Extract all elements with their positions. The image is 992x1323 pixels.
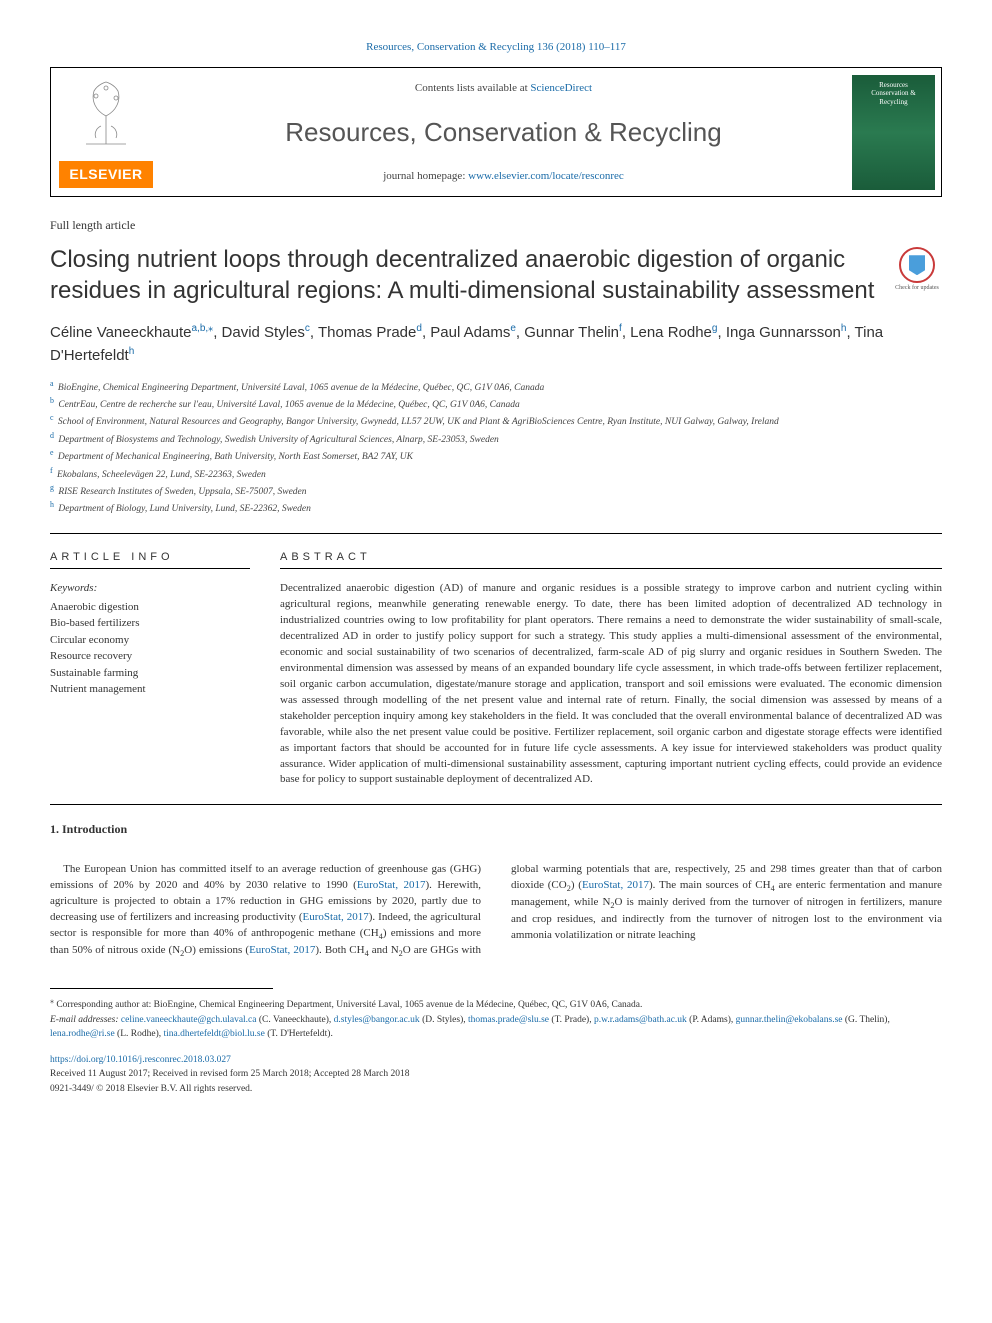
footnotes: ⁎ Corresponding author at: BioEngine, Ch… (50, 995, 942, 1041)
author: Lena Rodheg (630, 324, 717, 341)
check-updates-label: Check for updates (895, 285, 939, 291)
email-label: E-mail addresses: (50, 1015, 121, 1025)
abstract-text: Decentralized anaerobic digestion (AD) o… (280, 581, 942, 788)
affiliation: c School of Environment, Natural Resourc… (50, 412, 942, 429)
email-link[interactable]: tina.dhertefeldt@biol.lu.se (163, 1029, 264, 1039)
affiliation-key: h (50, 500, 54, 509)
introduction-heading: 1. Introduction (50, 821, 942, 838)
email-link[interactable]: d.styles@bangor.ac.uk (334, 1015, 420, 1025)
author: Inga Gunnarssonh (726, 324, 847, 341)
article-history: Received 11 August 2017; Received in rev… (50, 1069, 410, 1079)
affiliation-key: a (50, 379, 54, 388)
author: David Stylesc (222, 324, 310, 341)
affiliation: e Department of Mechanical Engineering, … (50, 447, 942, 464)
homepage-line: journal homepage: www.elsevier.com/locat… (171, 169, 836, 184)
author-affiliation-marker: h (129, 346, 135, 357)
author-affiliation-marker: e (510, 323, 516, 334)
affiliation: a BioEngine, Chemical Engineering Depart… (50, 378, 942, 395)
affiliation-key: c (50, 413, 54, 422)
keyword: Anaerobic digestion (50, 599, 250, 616)
footnote-rule (50, 988, 273, 989)
keyword: Resource recovery (50, 648, 250, 665)
contents-lists-line: Contents lists available at ScienceDirec… (171, 81, 836, 96)
affiliation: d Department of Biosystems and Technolog… (50, 430, 942, 447)
citation-link[interactable]: EuroStat, 2017 (249, 944, 315, 956)
doi-block: https://doi.org/10.1016/j.resconrec.2018… (50, 1053, 942, 1096)
cover-title-2: Conservation & (856, 89, 931, 97)
keyword: Bio-based fertilizers (50, 615, 250, 632)
affiliation: g RISE Research Institutes of Sweden, Up… (50, 482, 942, 499)
author: Thomas Praded (318, 324, 422, 341)
corresponding-author-note: ⁎ Corresponding author at: BioEngine, Ch… (50, 995, 942, 1012)
copyright-line: 0921-3449/ © 2018 Elsevier B.V. All righ… (50, 1084, 252, 1094)
author-affiliation-marker: c (305, 323, 310, 334)
doi-link[interactable]: https://doi.org/10.1016/j.resconrec.2018… (50, 1055, 231, 1065)
author-affiliation-marker: d (416, 323, 422, 334)
author: Céline Vaneeckhautea,b,⁎ (50, 324, 213, 341)
article-info-column: ARTICLE INFO Keywords: Anaerobic digesti… (50, 550, 250, 789)
author: Gunnar Thelinf (524, 324, 622, 341)
journal-header: ELSEVIER Contents lists available at Sci… (50, 67, 942, 197)
journal-reference: Resources, Conservation & Recycling 136 … (50, 40, 942, 55)
citation-link[interactable]: EuroStat, 2017 (357, 879, 426, 891)
email-link[interactable]: celine.vaneeckhaute@gch.ulaval.ca (121, 1015, 257, 1025)
affiliation-key: b (50, 396, 54, 405)
affiliations-list: a BioEngine, Chemical Engineering Depart… (50, 378, 942, 517)
elsevier-tree-icon (66, 76, 146, 146)
elsevier-logo: ELSEVIER (59, 161, 153, 189)
divider-rule (50, 533, 942, 534)
abstract-column: ABSTRACT Decentralized anaerobic digesti… (280, 550, 942, 789)
keyword: Nutrient management (50, 681, 250, 698)
journal-cover-thumbnail: Resources Conservation & Recycling (852, 75, 935, 190)
citation-link[interactable]: EuroStat, 2017 (582, 879, 649, 891)
author-affiliation-marker: h (841, 323, 847, 334)
sciencedirect-link[interactable]: ScienceDirect (530, 82, 592, 94)
keyword: Circular economy (50, 632, 250, 649)
author-affiliation-marker: a,b,⁎ (192, 323, 214, 334)
publisher-block: ELSEVIER (51, 68, 161, 196)
affiliation-key: f (50, 466, 53, 475)
keyword: Sustainable farming (50, 665, 250, 682)
contents-prefix: Contents lists available at (415, 82, 530, 94)
corr-text: Corresponding author at: BioEngine, Chem… (54, 1000, 642, 1010)
journal-name: Resources, Conservation & Recycling (171, 114, 836, 150)
authors-list: Céline Vaneeckhautea,b,⁎, David Stylesc,… (50, 321, 942, 368)
article-info-rule (50, 568, 250, 569)
citation-link[interactable]: EuroStat, 2017 (303, 911, 369, 923)
email-link[interactable]: thomas.prade@slu.se (468, 1015, 549, 1025)
abstract-heading: ABSTRACT (280, 550, 942, 565)
cover-title-3: Recycling (856, 98, 931, 106)
affiliation: h Department of Biology, Lund University… (50, 499, 942, 516)
cover-title-1: Resources (856, 81, 931, 89)
affiliation-key: g (50, 483, 54, 492)
keywords-label: Keywords: (50, 581, 250, 596)
email-link[interactable]: p.w.r.adams@bath.ac.uk (594, 1015, 687, 1025)
crossmark-icon (899, 247, 935, 283)
abstract-rule (280, 568, 942, 569)
author-affiliation-marker: f (619, 323, 622, 334)
article-type: Full length article (50, 217, 942, 234)
article-title: Closing nutrient loops through decentral… (50, 244, 880, 306)
email-link[interactable]: lena.rodhe@ri.se (50, 1029, 115, 1039)
email-addresses-line: E-mail addresses: celine.vaneeckhaute@gc… (50, 1013, 942, 1042)
article-info-heading: ARTICLE INFO (50, 550, 250, 565)
affiliation: b CentrEau, Centre de recherche sur l'ea… (50, 395, 942, 412)
check-for-updates-badge[interactable]: Check for updates (892, 244, 942, 294)
author-affiliation-marker: g (712, 323, 718, 334)
author: Paul Adamse (430, 324, 516, 341)
cover-thumb-wrap: Resources Conservation & Recycling (846, 68, 941, 196)
header-center: Contents lists available at ScienceDirec… (161, 68, 846, 196)
introduction-body: The European Union has committed itself … (50, 862, 942, 960)
divider-rule-2 (50, 804, 942, 805)
homepage-prefix: journal homepage: (383, 170, 468, 182)
homepage-link[interactable]: www.elsevier.com/locate/resconrec (468, 170, 624, 182)
keywords-list: Anaerobic digestionBio-based fertilizers… (50, 599, 250, 698)
email-link[interactable]: gunnar.thelin@ekobalans.se (736, 1015, 843, 1025)
affiliation-key: d (50, 431, 54, 440)
affiliation-key: e (50, 448, 54, 457)
affiliation: f Ekobalans, Scheelevägen 22, Lund, SE-2… (50, 465, 942, 482)
